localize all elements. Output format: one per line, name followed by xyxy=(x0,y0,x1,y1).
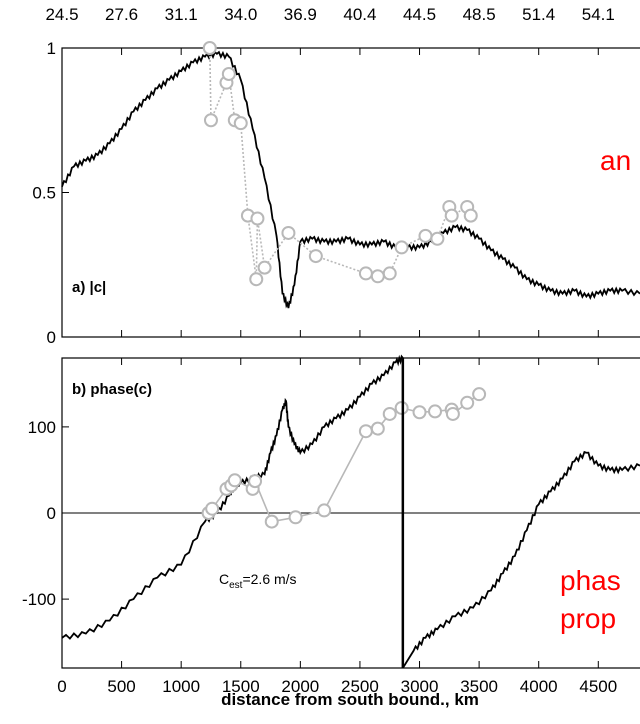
red-text-fragment-line2: prop xyxy=(560,603,616,634)
top-tick-label: 36.9 xyxy=(284,5,317,24)
panel-b-y-tick-label: 0 xyxy=(47,504,56,523)
panel-a-y-tick-label: 1 xyxy=(47,39,56,58)
panel-a-series xyxy=(61,41,640,309)
a-series-point xyxy=(281,225,296,240)
x-tick-label: 3000 xyxy=(401,677,439,696)
a-series-point xyxy=(394,240,409,255)
red-text-fragment-line1: phas xyxy=(560,565,621,596)
b-series-point xyxy=(472,387,487,402)
x-tick-label: 4000 xyxy=(520,677,558,696)
panel-a-frame xyxy=(61,47,640,338)
a-series-line-0 xyxy=(61,50,640,309)
a-series-point xyxy=(221,67,236,82)
b-series-point xyxy=(227,473,242,488)
top-tick-label: 24.5 xyxy=(45,5,78,24)
cropped-red-title xyxy=(0,0,390,18)
b-series-point xyxy=(317,503,332,518)
a-series-point xyxy=(430,231,445,246)
a-series-point xyxy=(203,113,218,128)
x-tick-label: 2000 xyxy=(281,677,319,696)
a-series-point xyxy=(233,116,248,131)
b-series-point xyxy=(412,405,427,420)
panel-b-y-tick-label: -100 xyxy=(22,590,56,609)
panel-a-y-tick-label: 0 xyxy=(47,328,56,347)
top-tick-label: 31.1 xyxy=(165,5,198,24)
panel-b-y-tick-label: 100 xyxy=(28,418,56,437)
b-series-line-0 xyxy=(61,354,640,669)
x-axis-label: distance from south bound., km xyxy=(221,690,479,709)
a-series-point xyxy=(250,211,265,226)
top-tick-label: 27.6 xyxy=(105,5,138,24)
b-series-point xyxy=(264,514,279,529)
a-series-point xyxy=(249,272,264,287)
a-series-point xyxy=(463,208,478,223)
x-axis-tick-labels: 0 500 1000 1500 2000 2500 3000 3500 4000 4500 xyxy=(57,677,617,696)
b-series-point xyxy=(288,510,303,525)
top-tick-label: 34.0 xyxy=(224,5,257,24)
top-tick-label: 54.1 xyxy=(582,5,615,24)
b-series-point xyxy=(358,424,373,439)
x-tick-label: 3500 xyxy=(460,677,498,696)
x-tick-label: 1000 xyxy=(162,677,200,696)
a-series-point xyxy=(370,269,385,284)
a-series-point xyxy=(444,208,459,223)
a-series-point xyxy=(202,41,217,55)
b-series-point xyxy=(445,406,460,421)
x-tick-label: 0 xyxy=(57,677,66,696)
x-tick-label: 4500 xyxy=(579,677,617,696)
a-series-line-1 xyxy=(208,47,472,280)
x-tick-label: 500 xyxy=(107,677,135,696)
a-series-point xyxy=(382,266,397,281)
a-series-point xyxy=(418,228,433,243)
top-tick-label: 40.4 xyxy=(343,5,376,24)
panel-a-y-tick-label: 0.5 xyxy=(32,184,56,203)
top-tick-label: 51.4 xyxy=(522,5,555,24)
panel-b-ticks xyxy=(61,358,599,668)
panel-b-label: b) phase(c) xyxy=(72,381,152,398)
panel-b: 100 0 -100 b) phase(c) Cest=2.6 m/s xyxy=(22,354,640,669)
panel-a-y-tick-labels: 00.51 xyxy=(32,39,56,347)
b-series-point xyxy=(205,501,220,516)
panel-b-y-tick-labels: 100 0 -100 xyxy=(22,418,56,609)
celerity-subscript: est xyxy=(229,580,243,591)
celerity-symbol: C xyxy=(219,571,229,587)
celerity-annotation: Cest=2.6 m/s xyxy=(219,571,297,591)
x-tick-label: 2500 xyxy=(341,677,379,696)
b-series-point xyxy=(428,404,443,419)
a-series-point xyxy=(358,266,373,281)
panel-a: 00.51 a) |c| xyxy=(32,39,640,347)
panel-a-label: a) |c| xyxy=(72,279,106,296)
b-series-point xyxy=(370,421,385,436)
b-series-point xyxy=(382,406,397,421)
panel-b-series xyxy=(61,354,640,669)
x-tick-label: 1500 xyxy=(222,677,260,696)
celerity-value: =2.6 m/s xyxy=(242,571,296,587)
panel-a-ticks xyxy=(61,47,599,338)
top-tick-label: 48.5 xyxy=(463,5,496,24)
top-tick-label: 44.5 xyxy=(403,5,436,24)
b-series-point xyxy=(248,474,263,489)
top-axis-tick-labels: 24.5 27.6 31.1 34.0 36.9 40.4 44.5 48.5 51.4 54.1 xyxy=(45,5,614,24)
b-series-point xyxy=(460,395,475,410)
red-text-fragment-top: an xyxy=(600,145,631,176)
a-series-point xyxy=(308,249,323,264)
a-series-point xyxy=(257,260,272,275)
